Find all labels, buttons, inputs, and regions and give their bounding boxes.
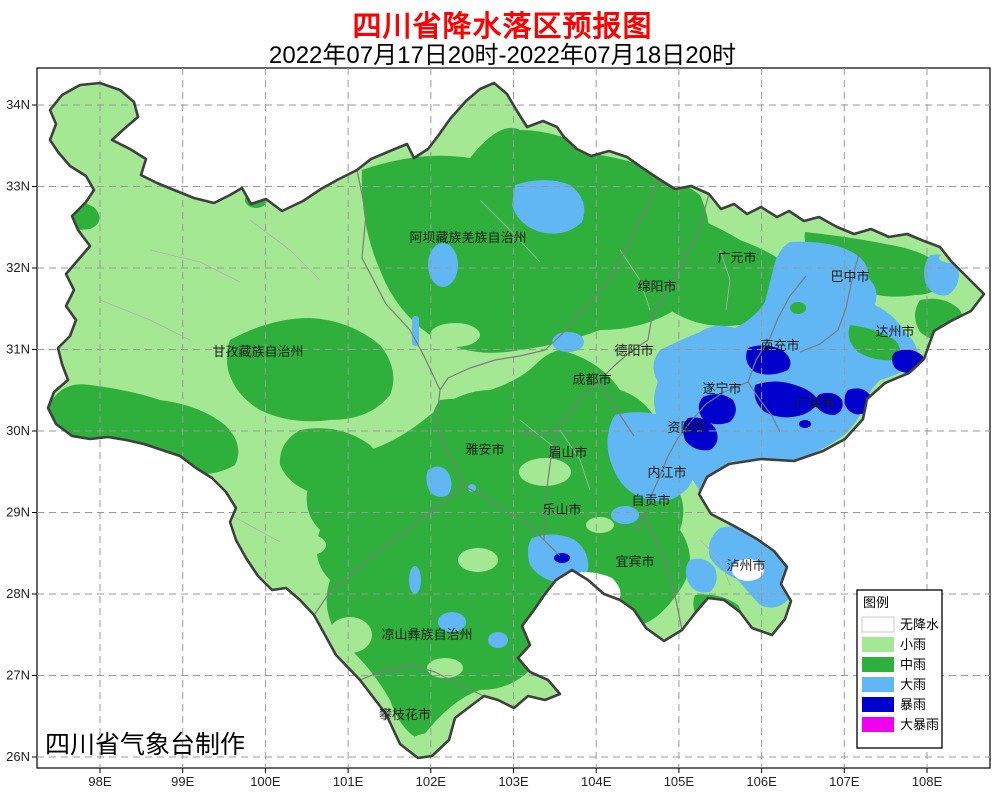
city-label: 广安市 [795, 396, 834, 411]
precipitation-layers [48, 83, 984, 758]
city-label: 自贡市 [631, 493, 670, 508]
x-tick-label: 106E [746, 774, 777, 789]
city-label: 眉山市 [548, 445, 587, 460]
light-rain-patches [294, 323, 614, 757]
city-label: 达州市 [875, 324, 914, 339]
legend-swatch-moderate [862, 657, 894, 672]
city-label: 泸州市 [726, 558, 765, 573]
x-axis: 98E 99E 100E 101E 102E 103E 104E 105E 10… [88, 768, 943, 789]
city-label: 阿坝藏族羌族自治州 [409, 230, 526, 245]
legend: 图例 无降水 小雨 中雨 大雨 暴雨 大暴雨 [856, 589, 943, 749]
page-subtitle: 2022年07月17日20时-2022年07月18日20时 [269, 42, 736, 69]
legend-swatch-heavy [862, 677, 894, 692]
x-tick-label: 104E [581, 774, 612, 789]
graticule [37, 68, 990, 768]
credit-text: 四川省气象台制作 [45, 731, 245, 759]
city-label: 甘孜藏族自治州 [212, 344, 303, 359]
city-label: 内江市 [647, 465, 686, 480]
y-tick-label: 26N [6, 749, 30, 764]
rainstorm-layer [554, 345, 926, 563]
city-label: 攀枝花市 [379, 707, 431, 722]
city-label: 遂宁市 [702, 381, 741, 396]
boundaries [99, 169, 861, 697]
x-tick-label: 98E [88, 774, 111, 789]
legend-label: 小雨 [900, 637, 926, 652]
city-labels: 阿坝藏族羌族自治州 甘孜藏族自治州 绵阳市 德阳市 成都市 广元市 巴中市 达州… [212, 230, 914, 722]
city-label: 成都市 [572, 372, 611, 387]
legend-swatch-rainstorm [862, 697, 894, 712]
legend-swatch-heavy-rainstorm [862, 717, 894, 732]
x-tick-label: 101E [333, 774, 364, 789]
y-tick-label: 27N [6, 668, 30, 683]
y-tick-label: 28N [6, 586, 30, 601]
y-tick-label: 33N [6, 179, 30, 194]
y-tick-label: 32N [6, 260, 30, 275]
x-tick-label: 100E [250, 774, 281, 789]
legend-label: 无降水 [900, 617, 939, 632]
city-label: 凉山彝族自治州 [381, 627, 472, 642]
city-label: 资阳市 [667, 420, 706, 435]
city-label: 南充市 [760, 338, 799, 353]
city-label: 巴中市 [830, 269, 869, 284]
y-tick-label: 34N [6, 97, 30, 112]
legend-label: 中雨 [900, 657, 926, 672]
city-label: 乐山市 [542, 502, 581, 517]
y-tick-label: 31N [6, 342, 30, 357]
x-tick-label: 108E [912, 774, 943, 789]
x-tick-label: 102E [416, 774, 447, 789]
legend-swatch-light [862, 637, 894, 652]
legend-label: 大雨 [900, 677, 926, 692]
city-label: 绵阳市 [637, 279, 676, 294]
legend-swatch-none [861, 616, 895, 633]
page-title: 四川省降水落区预报图 [352, 11, 653, 43]
legend-title: 图例 [863, 595, 889, 610]
y-tick-label: 30N [6, 423, 30, 438]
x-tick-label: 99E [171, 774, 194, 789]
x-tick-label: 103E [498, 774, 529, 789]
y-tick-label: 29N [6, 505, 30, 520]
legend-label: 大暴雨 [900, 717, 939, 732]
city-label: 宜宾市 [615, 554, 654, 569]
city-label: 德阳市 [614, 343, 653, 358]
x-tick-label: 105E [664, 774, 695, 789]
city-label: 广元市 [717, 250, 756, 265]
legend-label: 暴雨 [900, 697, 926, 712]
x-tick-label: 107E [829, 774, 860, 789]
city-label: 雅安市 [465, 442, 504, 457]
y-axis: 34N 33N 32N 31N 30N 29N 28N 27N 26N [6, 97, 37, 764]
